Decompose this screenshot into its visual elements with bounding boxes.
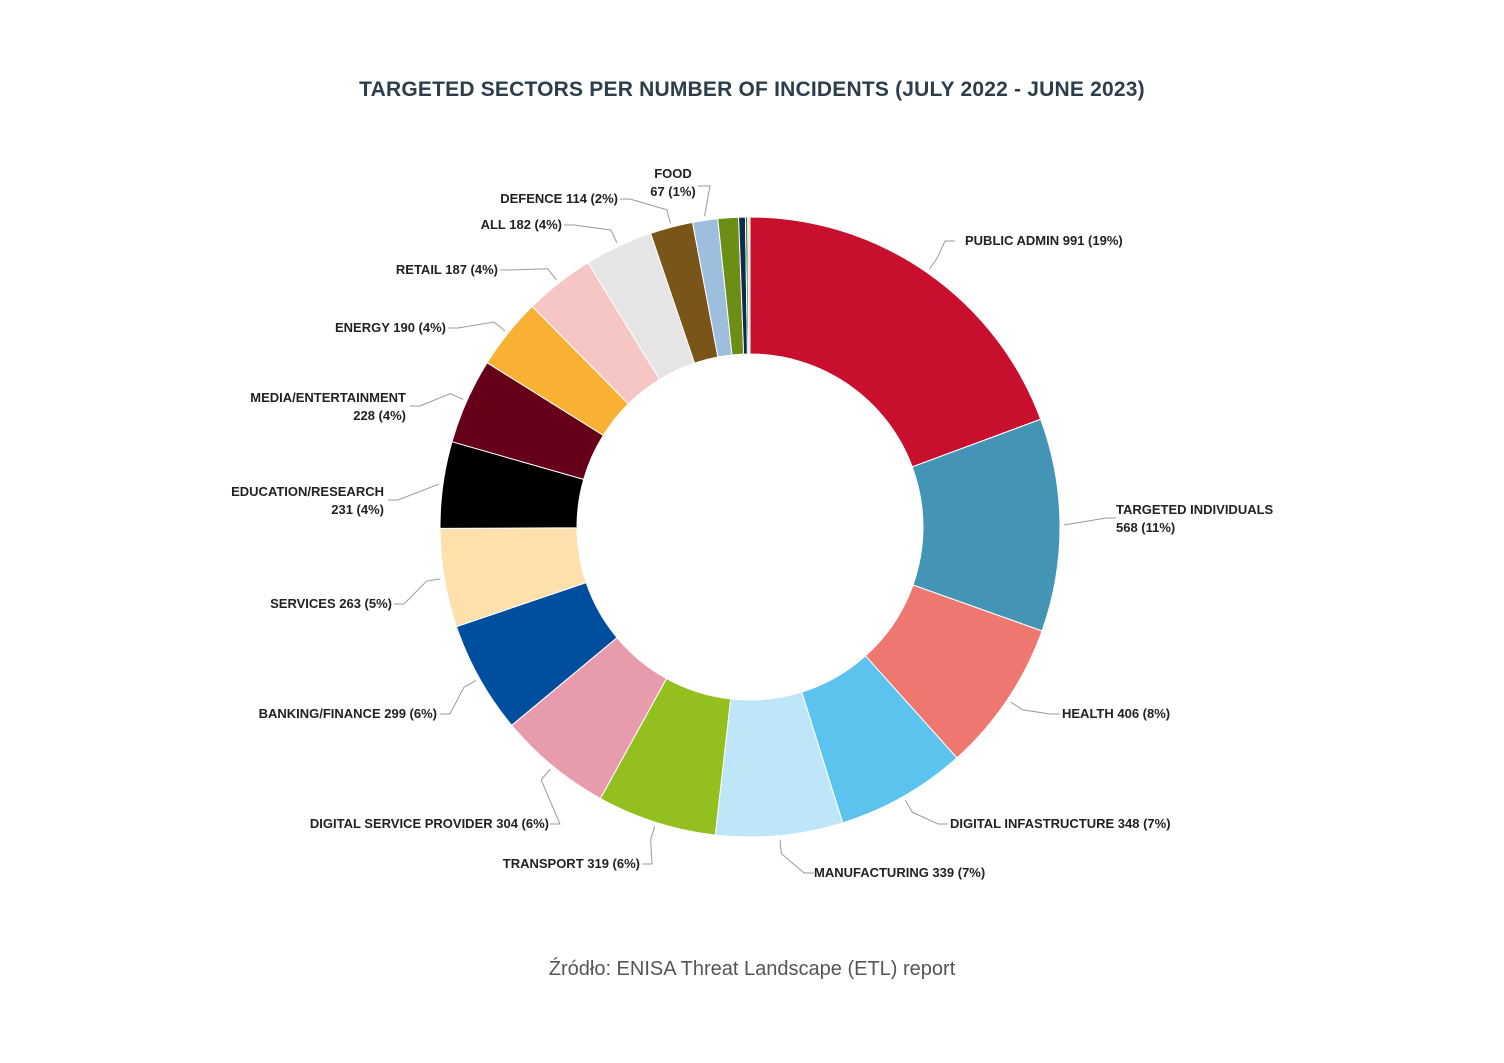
leader-line-all <box>564 224 618 243</box>
leader-line-defence <box>620 198 671 224</box>
data-label-line: SERVICES 263 (5%) <box>270 596 392 611</box>
leader-line-energy <box>448 321 506 332</box>
data-label-line: EDUCATION/RESEARCH <box>231 484 384 499</box>
data-label-line: MANUFACTURING 339 (7%) <box>814 865 985 880</box>
data-label-education-research: EDUCATION/RESEARCH 231 (4%) <box>231 484 384 517</box>
data-label-line: 228 (4%) <box>353 408 406 423</box>
data-label-energy: ENERGY 190 (4%) <box>335 320 446 335</box>
leader-line-targeted-individuals <box>1063 517 1116 526</box>
leader-line-education-research <box>388 483 440 501</box>
data-label-line: PUBLIC ADMIN 991 (19%) <box>965 233 1123 248</box>
data-label-food: FOOD 67 (1%) <box>650 166 696 199</box>
data-label-line: TRANSPORT 319 (6%) <box>503 856 640 871</box>
data-label-manufacturing: MANUFACTURING 339 (7%) <box>814 865 985 880</box>
data-label-line: FOOD <box>654 166 692 181</box>
data-label-media-entertainment: MEDIA/ENTERTAINMENT 228 (4%) <box>250 390 406 423</box>
leader-line-retail <box>500 268 557 281</box>
leader-line-banking-finance <box>440 680 477 715</box>
data-label-line: RETAIL 187 (4%) <box>396 262 498 277</box>
data-label-public-admin: PUBLIC ADMIN 991 (19%) <box>965 233 1123 248</box>
slice-public-admin <box>749 216 1042 468</box>
data-label-line: DEFENCE 114 (2%) <box>500 191 618 206</box>
data-label-retail: RETAIL 187 (4%) <box>396 262 498 277</box>
data-label-line: HEALTH 406 (8%) <box>1062 706 1170 721</box>
source-note: Źródło: ENISA Threat Landscape (ETL) rep… <box>548 958 956 980</box>
data-label-line: MEDIA/ENTERTAINMENT <box>250 390 406 405</box>
data-label-all: ALL 182 (4%) <box>481 217 562 232</box>
data-label-digital-infastructure: DIGITAL INFASTRUCTURE 348 (7%) <box>950 816 1171 831</box>
data-label-health: HEALTH 406 (8%) <box>1062 706 1170 721</box>
leader-line-transport <box>642 826 656 865</box>
data-label-line: BANKING/FINANCE 299 (6%) <box>259 706 437 721</box>
leader-line-food <box>698 185 711 217</box>
chart-title: TARGETED SECTORS PER NUMBER OF INCIDENTS… <box>359 78 1145 101</box>
data-label-digital-service-provider: DIGITAL SERVICE PROVIDER 304 (6%) <box>310 816 549 831</box>
leader-line-digital-infastructure <box>904 799 948 825</box>
slice-minor-19 <box>747 216 751 355</box>
data-label-line: ALL 182 (4%) <box>481 217 562 232</box>
data-label-transport: TRANSPORT 319 (6%) <box>503 856 640 871</box>
data-label-services: SERVICES 263 (5%) <box>270 596 392 611</box>
leader-line-media-entertainment <box>410 393 464 407</box>
data-label-targeted-individuals: TARGETED INDIVIDUALS 568 (11%) <box>1116 502 1274 535</box>
leader-line-public-admin <box>928 240 955 270</box>
leader-line-digital-service-provider <box>540 768 561 825</box>
leader-line-manufacturing <box>779 839 814 874</box>
data-label-line: DIGITAL SERVICE PROVIDER 304 (6%) <box>310 816 549 831</box>
data-label-line: 67 (1%) <box>650 184 696 199</box>
data-label-line: DIGITAL INFASTRUCTURE 348 (7%) <box>950 816 1171 831</box>
data-label-banking-finance: BANKING/FINANCE 299 (6%) <box>259 706 437 721</box>
leader-line-health <box>1010 701 1060 715</box>
data-label-line: 231 (4%) <box>331 502 384 517</box>
leader-line-services <box>394 578 441 605</box>
data-label-line: ENERGY 190 (4%) <box>335 320 446 335</box>
data-label-line: TARGETED INDIVIDUALS <box>1116 502 1274 517</box>
data-label-defence: DEFENCE 114 (2%) <box>500 191 618 206</box>
data-label-line: 568 (11%) <box>1116 520 1175 535</box>
